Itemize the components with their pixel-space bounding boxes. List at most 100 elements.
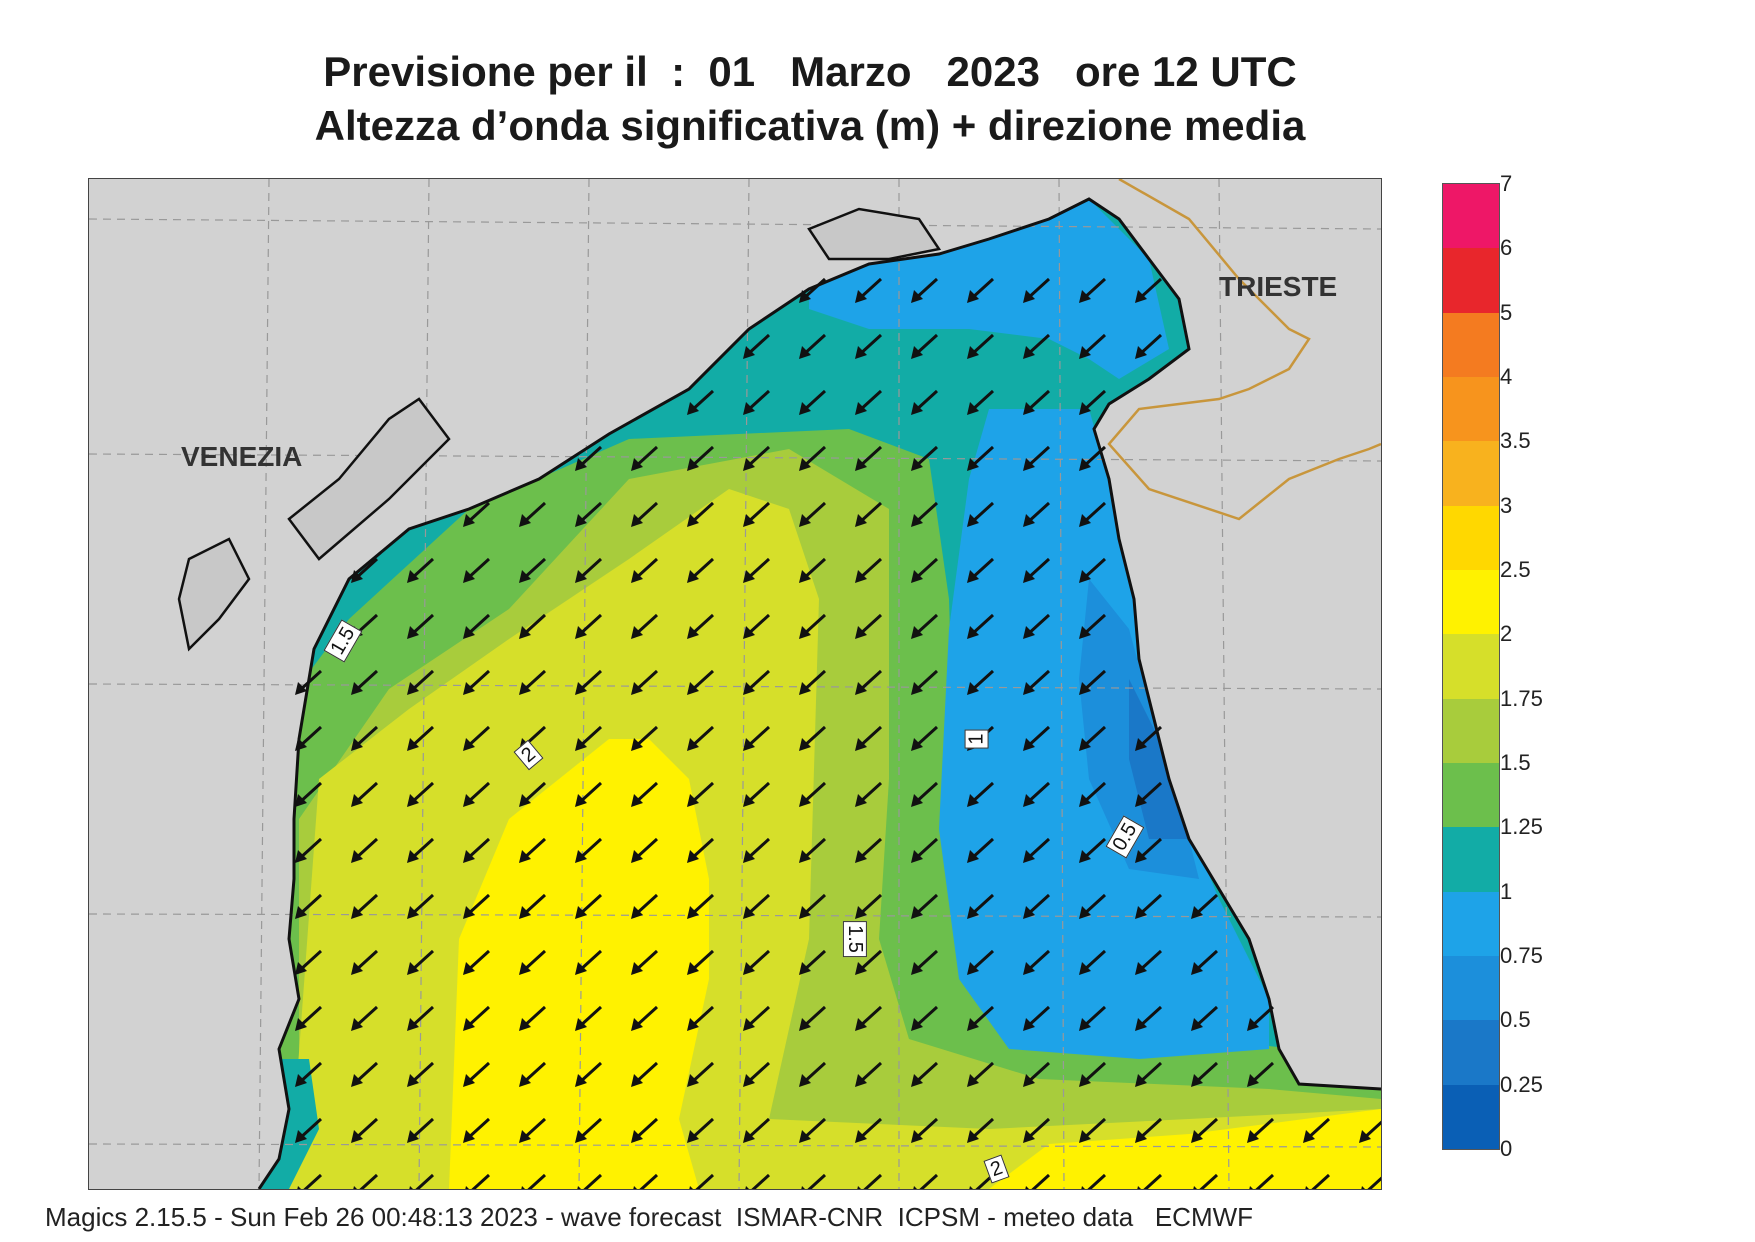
wave-arrow-head — [295, 794, 307, 807]
wave-arrow-head — [687, 402, 699, 415]
city-label-venezia: VENEZIA — [181, 441, 303, 472]
wave-arrow-head — [799, 682, 811, 695]
wave-arrow-head — [463, 1130, 475, 1143]
wave-arrow-head — [743, 402, 755, 415]
legend-band — [1443, 698, 1499, 763]
legend-tick-label: 2.5 — [1500, 557, 1531, 582]
wave-arrow-head — [463, 626, 475, 639]
wave-arrow-head — [1135, 906, 1147, 919]
wave-arrow-head — [911, 626, 923, 639]
wave-arrow-head — [631, 514, 643, 527]
map-title: Previsione per il : 01 Marzo 2023 ore 12… — [323, 48, 1297, 95]
wave-arrow-head — [1191, 1074, 1203, 1087]
wave-arrow-head — [1079, 906, 1091, 919]
wave-arrow-head — [1191, 1018, 1203, 1031]
wave-arrow-head — [351, 570, 363, 583]
wave-arrow-head — [967, 570, 979, 583]
wave-arrow-head — [799, 794, 811, 807]
wave-arrow-head — [855, 1130, 867, 1143]
wave-arrow-head — [743, 794, 755, 807]
legend-band — [1443, 827, 1499, 892]
wave-arrow-head — [799, 850, 811, 863]
legend-tick-label: 0 — [1500, 1136, 1513, 1161]
wave-arrow-head — [407, 962, 419, 975]
wave-arrow-head — [1023, 1018, 1035, 1031]
wave-arrow-head — [1079, 346, 1091, 359]
wave-arrow — [695, 1173, 715, 1189]
wave-arrow-head — [855, 290, 867, 303]
legend-band — [1443, 570, 1499, 635]
wave-arrow-head — [743, 1074, 755, 1087]
wave-arrow-head — [575, 962, 587, 975]
wave-arrow-head — [575, 794, 587, 807]
wave-arrow-head — [855, 458, 867, 471]
wave-arrow-head — [967, 514, 979, 527]
wave-arrow-head — [911, 738, 923, 751]
wave-arrow-head — [295, 738, 307, 751]
wave-arrow-head — [1079, 850, 1091, 863]
wave-arrow-head — [463, 514, 475, 527]
wave-arrow-head — [743, 738, 755, 751]
wave-arrow-head — [743, 850, 755, 863]
wave-arrow-head — [1079, 682, 1091, 695]
legend-tick-label: 4 — [1500, 364, 1513, 389]
wave-arrow-head — [799, 1074, 811, 1087]
wave-arrow-head — [575, 514, 587, 527]
wave-arrow-head — [1247, 1130, 1259, 1143]
wave-arrow-head — [1135, 290, 1147, 303]
wave-arrow-head — [967, 290, 979, 303]
wave-arrow — [1199, 1173, 1219, 1189]
wave-arrow-head — [743, 1018, 755, 1031]
wave-arrow-head — [575, 1018, 587, 1031]
wave-arrow-head — [855, 570, 867, 583]
legend-band — [1443, 1020, 1499, 1085]
wave-arrow — [807, 1173, 827, 1189]
wave-arrow-head — [631, 738, 643, 751]
legend-tick-label: 7 — [1500, 171, 1513, 196]
wave-arrow-head — [1249, 1186, 1253, 1189]
wave-arrow-head — [967, 402, 979, 415]
wave-arrow-head — [519, 1018, 531, 1031]
legend-band — [1443, 441, 1499, 506]
legend-tick-label: 1.75 — [1500, 685, 1543, 711]
wave-arrow-head — [407, 682, 419, 695]
contour-label: 1.5 — [842, 921, 867, 957]
wave-arrow-head — [519, 682, 531, 695]
wave-arrow-head — [519, 962, 531, 975]
wave-arrow-head — [631, 1074, 643, 1087]
wave-arrow-head — [1023, 794, 1035, 807]
wave-arrow-head — [295, 682, 307, 695]
wave-arrow-head — [631, 962, 643, 975]
legend-tick-label: 1.25 — [1500, 814, 1543, 840]
color-scale-legend — [1442, 183, 1500, 1150]
wave-arrow-head — [855, 514, 867, 527]
wave-arrow-head — [407, 850, 419, 863]
wave-arrow-head — [743, 906, 755, 919]
wave-arrow-head — [1361, 1186, 1365, 1189]
wave-arrow-head — [575, 1074, 587, 1087]
wave-arrow-head — [855, 794, 867, 807]
wave-arrow-head — [1079, 1130, 1091, 1143]
wave-arrow-head — [1023, 402, 1035, 415]
wave-arrow-head — [855, 962, 867, 975]
wave-arrow-head — [519, 1074, 531, 1087]
wave-arrow-head — [575, 458, 587, 471]
wave-arrow — [583, 1173, 603, 1189]
wave-arrow-head — [799, 290, 811, 303]
wave-arrow-head — [1135, 346, 1147, 359]
wave-arrow-head — [351, 794, 363, 807]
wave-arrow-head — [463, 1018, 475, 1031]
wave-arrow-head — [967, 682, 979, 695]
wave-arrow-head — [911, 962, 923, 975]
wave-arrow-head — [855, 850, 867, 863]
wave-arrow-head — [687, 1018, 699, 1031]
wave-arrow-head — [295, 962, 307, 975]
wave-arrow-head — [1023, 626, 1035, 639]
wave-arrow-head — [743, 962, 755, 975]
wave-arrow-head — [633, 1186, 637, 1189]
legend-tick-label: 3 — [1500, 492, 1513, 518]
wave-arrow — [1255, 1173, 1275, 1189]
wave-arrow-head — [407, 1018, 419, 1031]
wave-arrow-head — [1135, 1074, 1147, 1087]
wave-arrow-head — [799, 402, 811, 415]
